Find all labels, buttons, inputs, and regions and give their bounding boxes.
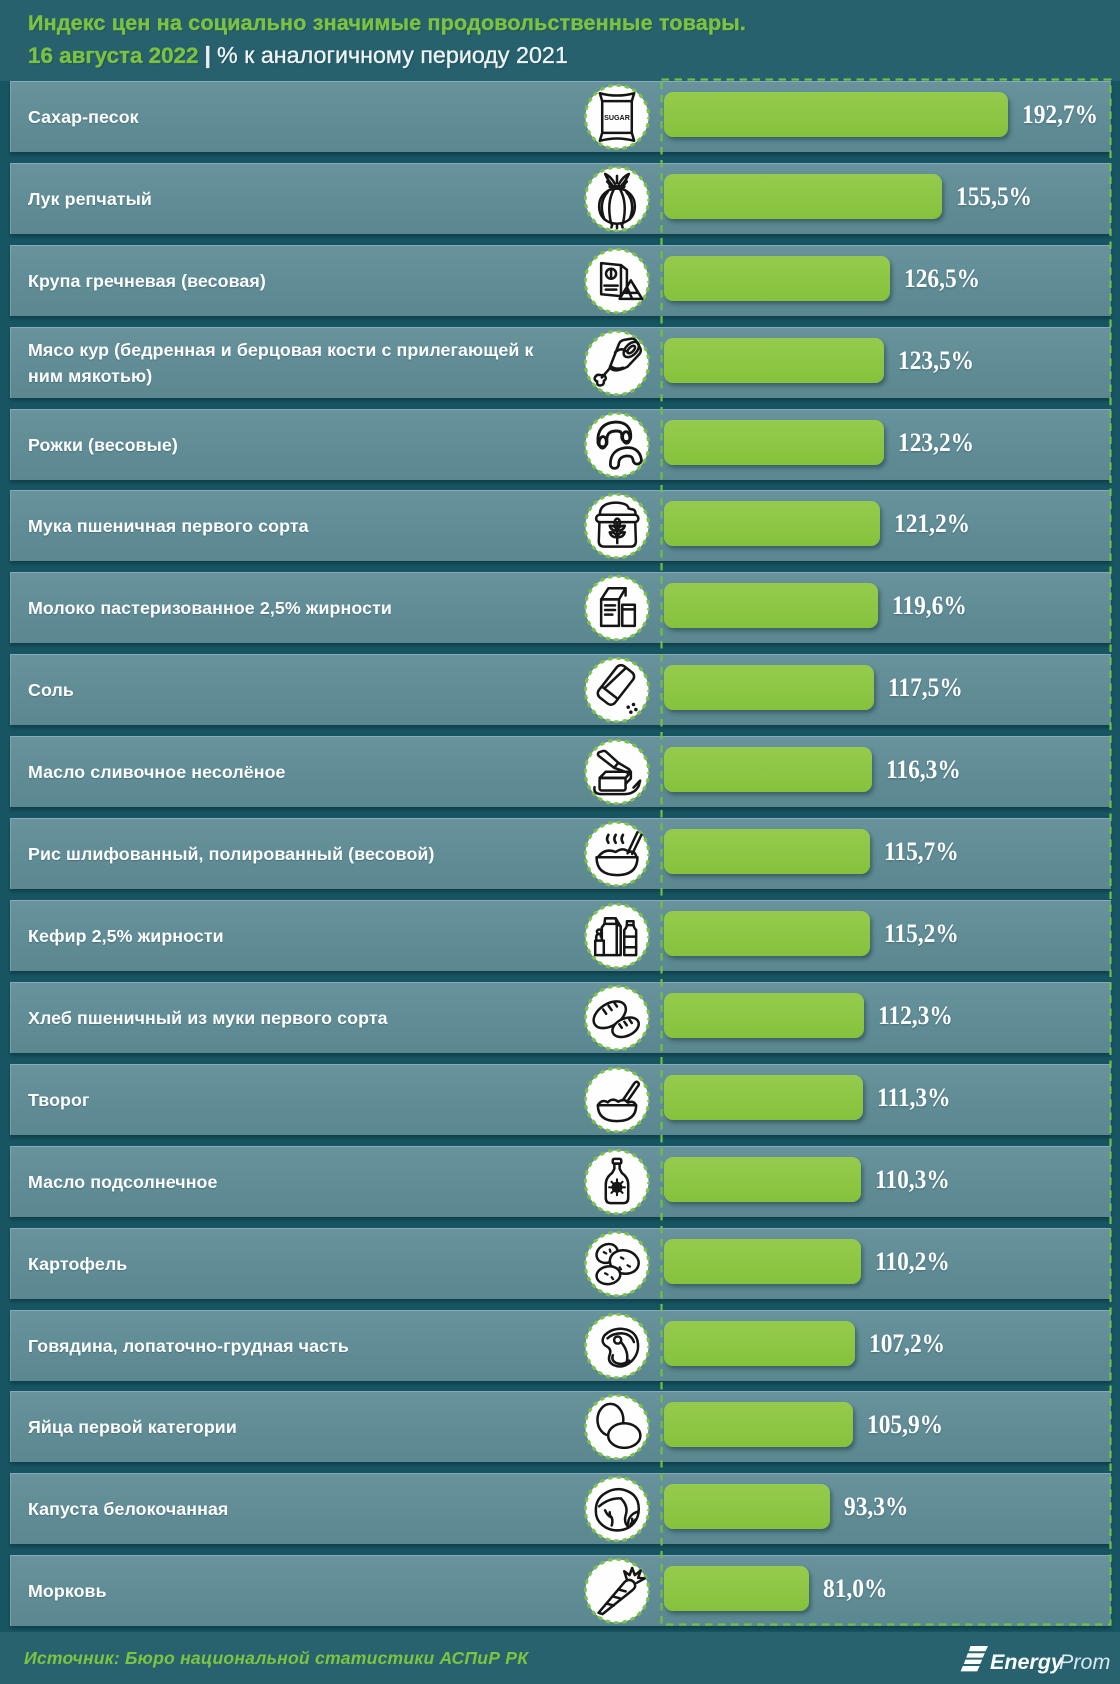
svg-text:Energy: Energy (990, 1650, 1064, 1674)
svg-text:Prom: Prom (1059, 1650, 1110, 1674)
svg-text:SUGAR: SUGAR (604, 114, 630, 122)
